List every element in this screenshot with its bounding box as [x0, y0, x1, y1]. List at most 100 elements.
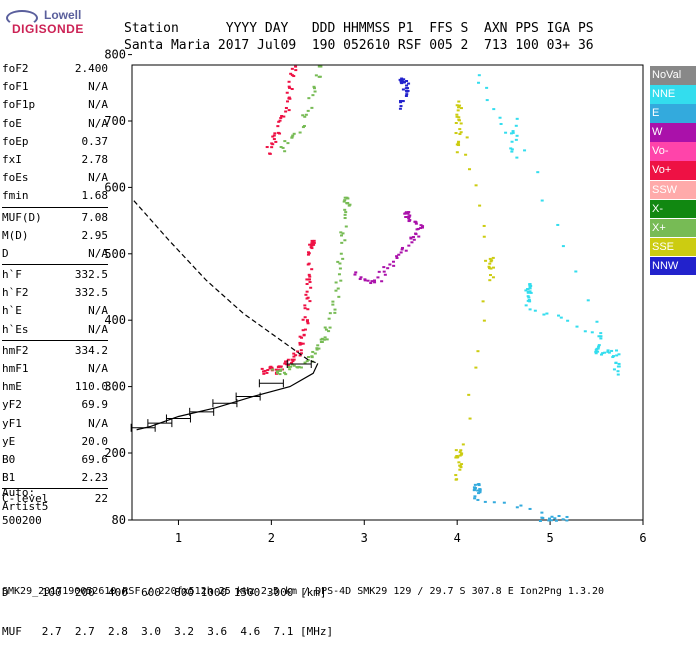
data-point-nne: [524, 304, 528, 307]
data-point-x: [313, 352, 317, 355]
data-point-vo: [299, 342, 303, 345]
data-point-sse: [458, 454, 462, 457]
data-point-vo: [284, 106, 288, 109]
param-label: fmin: [2, 189, 29, 203]
param-separator: [2, 339, 108, 341]
data-point-vo: [268, 152, 272, 155]
data-point-x: [328, 326, 332, 329]
data-point-vo: [283, 362, 287, 365]
header-labels: Station YYYY DAY DDD HHMMSS P1 FFS S AXN…: [124, 21, 594, 36]
param-value: N/A: [88, 98, 108, 112]
param-row: h`F 332.5: [2, 266, 108, 284]
data-point-x: [305, 360, 309, 363]
data-point-nnw: [401, 88, 405, 91]
data-point-x: [343, 208, 347, 211]
data-point-vo: [298, 335, 302, 338]
data-point-nne: [617, 353, 621, 356]
data-point-e: [547, 519, 551, 522]
data-point-x: [311, 350, 315, 353]
data-point-x: [334, 289, 338, 292]
x-tick-label: 6: [639, 531, 646, 545]
data-point-x: [345, 202, 349, 205]
data-point-nnw: [402, 81, 406, 84]
param-value: 0.37: [81, 134, 109, 148]
data-point-nne: [594, 348, 598, 351]
data-point-x: [287, 366, 291, 369]
legend-item-nne: NNE: [650, 85, 696, 104]
data-point-nne: [511, 131, 515, 134]
data-point-w: [363, 279, 367, 282]
data-point-nne: [499, 122, 503, 125]
data-point-x: [343, 199, 347, 202]
y-tick-label: 400: [104, 313, 126, 327]
param-value: 110.0: [74, 380, 108, 394]
param-row: hmE 110.0: [2, 378, 108, 396]
data-point-nnw: [400, 77, 404, 80]
param-value: N/A: [88, 116, 108, 130]
ionogram-chart: 12345680200300400500600700800900: [104, 48, 646, 545]
data-point-w: [397, 253, 401, 256]
data-point-sse: [465, 136, 469, 139]
data-point-w: [404, 215, 408, 218]
y-tick-label: 80: [112, 513, 126, 527]
param-row: h`E N/A: [2, 302, 108, 320]
data-point-w: [376, 276, 380, 279]
data-point-nnw: [406, 87, 410, 90]
data-point-vo: [307, 273, 311, 276]
data-point-nne: [561, 245, 565, 248]
data-point-w: [410, 241, 414, 244]
data-point-sse: [458, 128, 462, 131]
data-point-sse: [454, 132, 458, 135]
param-value: 2.23: [81, 471, 109, 485]
data-point-sse: [460, 463, 464, 466]
data-point-nne: [525, 288, 529, 291]
param-row: yF1 N/A: [2, 415, 108, 433]
data-point-x: [278, 369, 282, 372]
data-point-sse: [454, 456, 458, 459]
data-point-nnw: [406, 89, 410, 92]
y-tick-label: 800: [104, 48, 126, 62]
data-point-vo: [308, 281, 312, 284]
data-point-vo: [265, 146, 269, 149]
param-value: 69.9: [81, 398, 109, 412]
data-point-nnw: [399, 99, 403, 102]
param-row: B0 69.6: [2, 451, 108, 469]
data-point-nne: [528, 308, 532, 311]
data-point-nnw: [399, 101, 403, 104]
data-point-vo: [288, 86, 292, 89]
data-point-w: [386, 267, 390, 270]
data-point-w: [417, 235, 421, 238]
data-point-x: [319, 65, 323, 68]
data-point-w: [407, 244, 411, 247]
data-point-e: [561, 518, 565, 521]
data-point-vo: [284, 363, 288, 366]
data-point-x: [344, 225, 348, 228]
data-point-w: [354, 271, 358, 274]
data-point-nnw: [399, 81, 403, 84]
data-point-nne: [599, 335, 603, 338]
data-point-w: [399, 251, 403, 254]
data-point-e: [541, 517, 545, 520]
param-value: 1.68: [81, 189, 109, 203]
data-point-vo: [303, 307, 307, 310]
data-point-nne: [514, 124, 518, 127]
data-point-e: [478, 491, 482, 494]
param-row: h`Es N/A: [2, 321, 108, 339]
data-point-x: [318, 75, 322, 78]
data-point-vo: [290, 67, 294, 70]
data-point-x: [298, 131, 302, 134]
data-point-vo: [310, 268, 314, 271]
param-row: fxI 2.78: [2, 151, 108, 169]
data-point-e: [565, 519, 569, 522]
data-point-nne: [526, 295, 530, 298]
data-point-x: [334, 281, 338, 284]
param-row: foF1p N/A: [2, 96, 108, 114]
legend-item-noval: NoVal: [650, 66, 696, 85]
param-label: fxI: [2, 152, 22, 166]
data-point-nne: [599, 337, 603, 340]
data-point-x: [346, 197, 350, 200]
data-point-nne: [616, 373, 620, 376]
data-point-sse: [457, 116, 461, 119]
data-point-w: [366, 279, 370, 282]
data-point-nne: [542, 313, 546, 316]
